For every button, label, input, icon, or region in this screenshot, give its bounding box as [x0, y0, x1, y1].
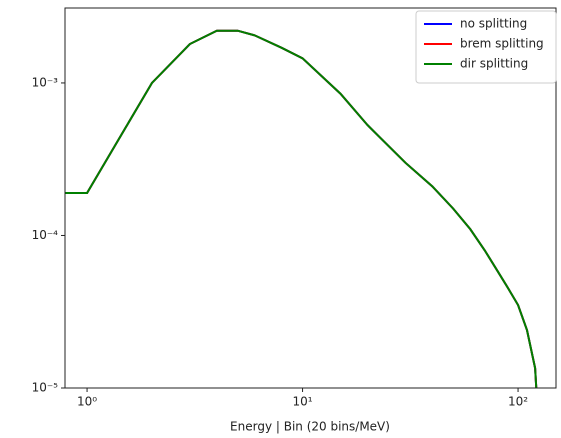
y-tick-label: 10⁻⁵ — [32, 381, 59, 395]
series-line — [65, 29, 538, 388]
y-tick-label: 10⁻³ — [32, 75, 59, 89]
legend-label: no splitting — [460, 17, 527, 31]
x-tick-label: 10⁰ — [77, 395, 97, 409]
series-line — [65, 29, 538, 388]
y-tick-label: 10⁻⁴ — [32, 228, 59, 242]
legend-label: brem splitting — [460, 37, 544, 51]
legend-label: dir splitting — [460, 57, 528, 71]
plot-area — [65, 29, 538, 388]
x-axis-label: Energy | Bin (20 bins/MeV) — [230, 420, 390, 434]
x-tick-label: 10¹ — [293, 395, 313, 409]
axes-frame — [64, 7, 557, 389]
series-line — [65, 29, 538, 388]
x-tick-label: 10² — [508, 395, 528, 409]
